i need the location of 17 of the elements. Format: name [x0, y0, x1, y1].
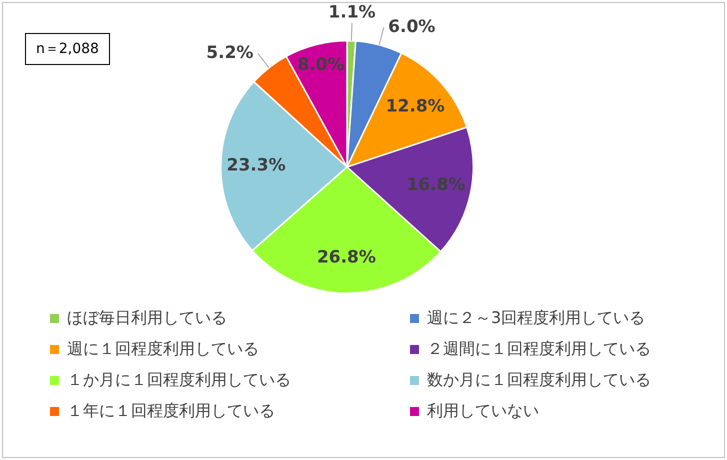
legend-label: ２週間に１回程度利用している [427, 339, 651, 360]
legend-label: 利用していない [427, 401, 539, 422]
legend-label: 週に２～3回程度利用している [427, 308, 646, 329]
data-label: 23.3% [226, 156, 286, 176]
data-label: 12.8% [386, 96, 445, 116]
data-label: 16.8% [406, 175, 466, 196]
data-label: 6.0% [388, 16, 436, 37]
legend-label: ほぼ毎日利用している [67, 308, 227, 329]
data-label: 5.2% [206, 43, 254, 63]
legend-label: 週に１回程度利用している [67, 339, 259, 360]
text: n＝2,088 [25, 33, 110, 65]
legend-label: １か月に１回程度利用している [67, 370, 291, 391]
data-label: 26.8% [316, 247, 376, 268]
legend-label: 数か月に１回程度利用している [427, 370, 651, 391]
data-label: 8.0% [297, 54, 345, 75]
legend-label: １年に１回程度利用している [67, 401, 275, 422]
data-label: 1.1% [328, 2, 376, 22]
